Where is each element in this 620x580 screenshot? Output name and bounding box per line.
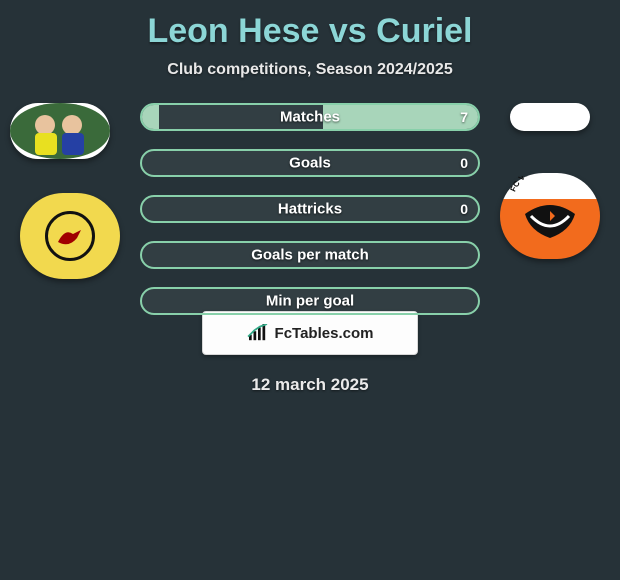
stat-label: Matches [142, 109, 478, 126]
stat-value-right: 0 [460, 201, 468, 217]
stat-row-hattricks: Hattricks0 [140, 195, 480, 223]
date-text: 12 march 2025 [0, 375, 620, 395]
subtitle: Club competitions, Season 2024/2025 [0, 61, 620, 79]
stat-row-goals: Goals0 [140, 149, 480, 177]
svg-text:FC VOLENDAM: FC VOLENDAM [508, 176, 565, 193]
stat-value-right: 0 [460, 155, 468, 171]
stat-row-matches: Matches7 [140, 103, 480, 131]
stat-value-right: 7 [460, 109, 468, 125]
club-right-crest: FC VOLENDAM [500, 173, 600, 259]
player-right-avatar [510, 103, 590, 131]
stat-row-goals-per-match: Goals per match [140, 241, 480, 269]
page-title: Leon Hese vs Curiel [0, 0, 620, 51]
club-left-crest [20, 193, 120, 279]
comparison-bars: Matches7Goals0Hattricks0Goals per matchM… [140, 103, 480, 333]
stat-label: Goals per match [142, 247, 478, 264]
stat-label: Goals [142, 155, 478, 172]
stat-label: Min per goal [142, 293, 478, 310]
player-left-avatar [10, 103, 110, 159]
cambuur-icon [45, 211, 95, 261]
stat-label: Hattricks [142, 201, 478, 218]
volendam-label: FC VOLENDAM [508, 176, 565, 193]
stat-row-min-per-goal: Min per goal [140, 287, 480, 315]
